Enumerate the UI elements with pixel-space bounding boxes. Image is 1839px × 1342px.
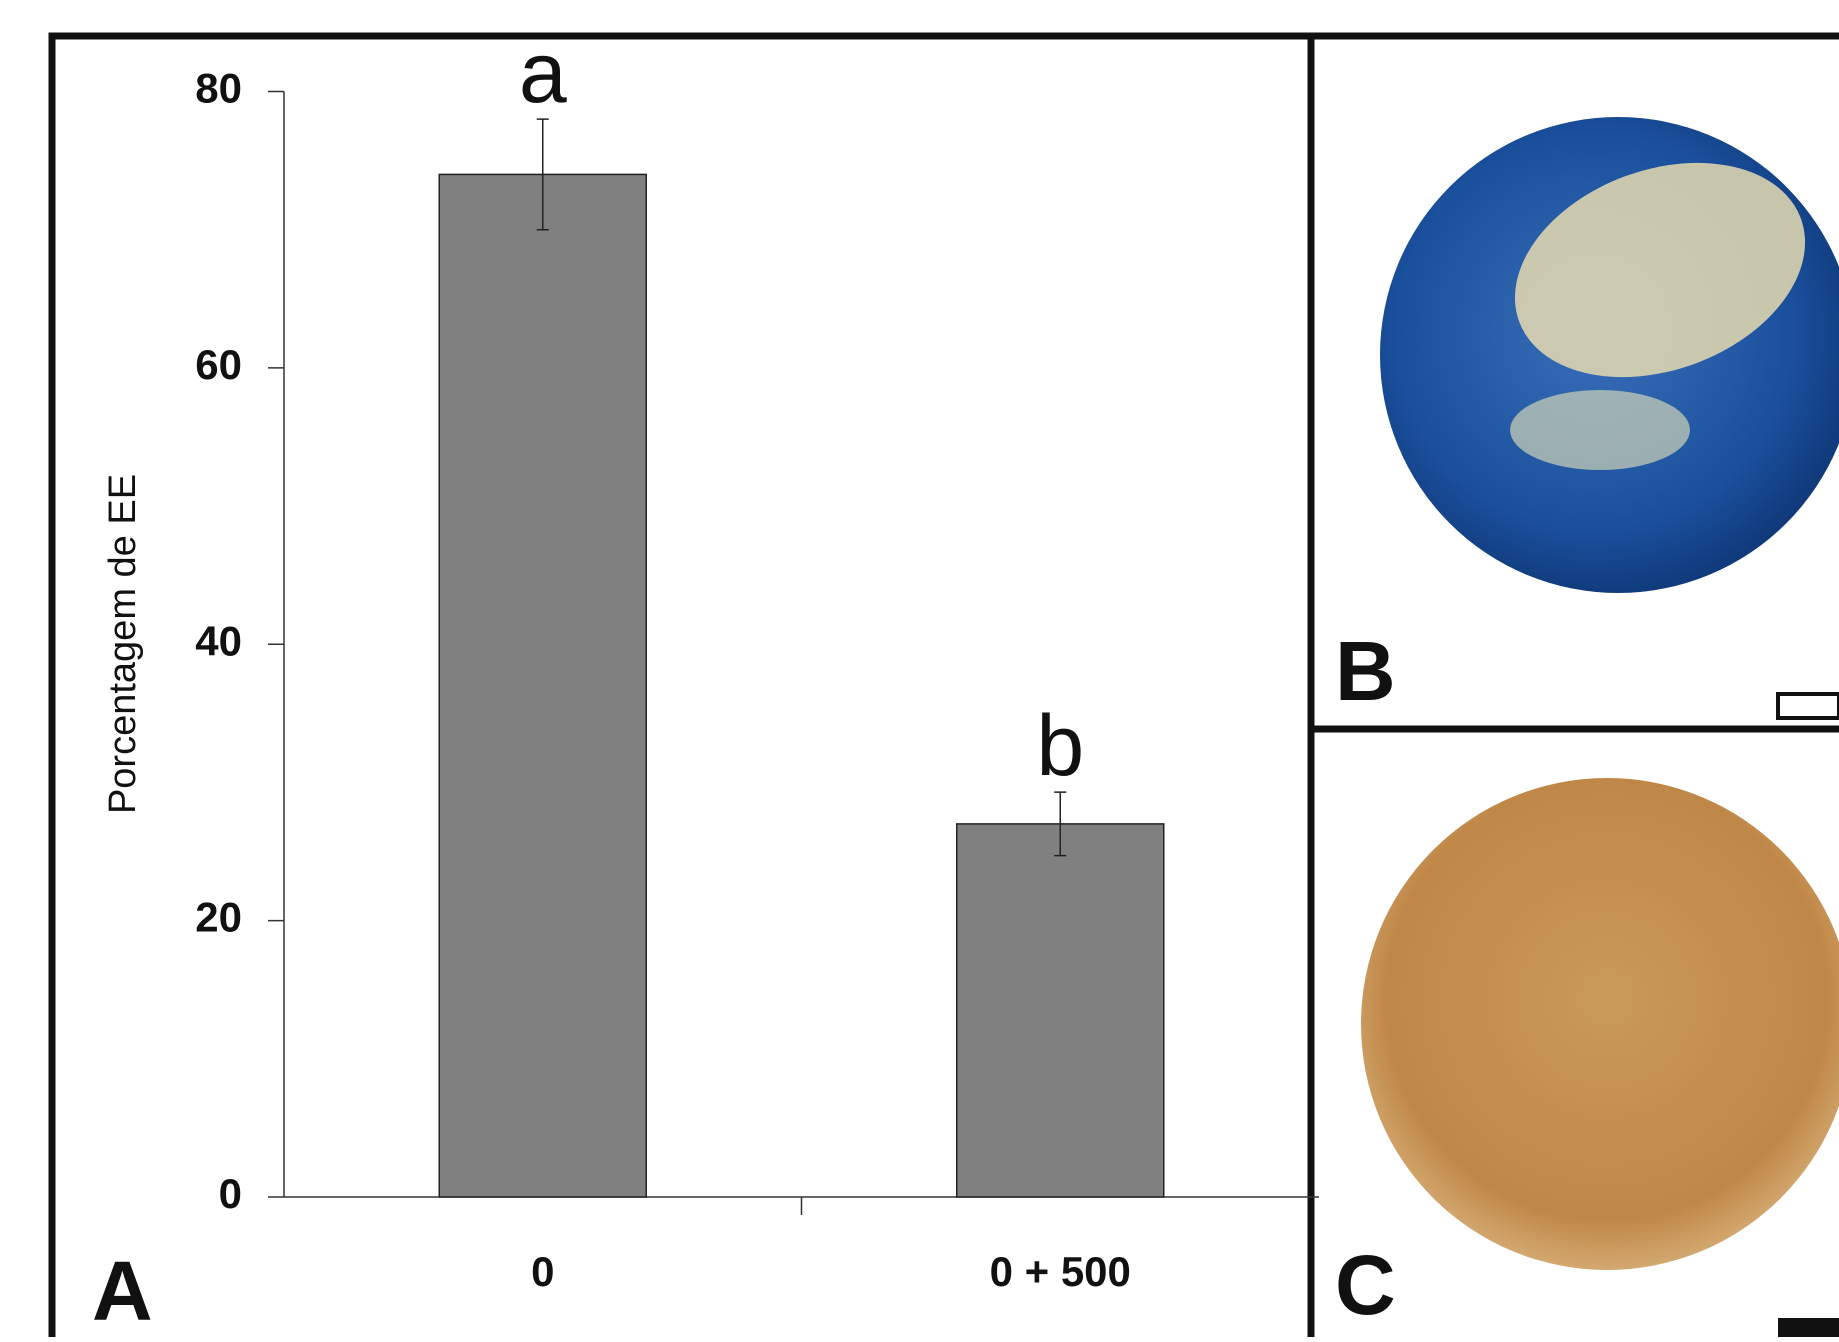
bar — [957, 824, 1164, 1197]
significance-letter: a — [519, 25, 567, 121]
photo-c — [1361, 778, 1839, 1270]
significance-letter: b — [1036, 698, 1084, 794]
panel-label: A — [92, 1244, 153, 1337]
scale-bar — [1778, 694, 1839, 718]
page: {"chart_data": {"type": "bar", "y_label"… — [0, 0, 1839, 1337]
photo-b-spot — [1510, 390, 1690, 470]
panel-label: B — [1335, 624, 1396, 718]
scale-bar — [1778, 1318, 1839, 1337]
y-axis-label: Porcentagem de EE — [102, 474, 144, 814]
x-tick-label: 0 + 500 — [990, 1248, 1131, 1295]
y-tick-label: 60 — [195, 341, 242, 388]
y-tick-label: 80 — [195, 65, 242, 112]
y-tick-label: 0 — [219, 1170, 242, 1217]
panel-label: C — [1335, 1238, 1396, 1332]
figure: B C A Porcentagem de EE 0 20 40 60 80 0 a 0 + 5… — [0, 0, 1839, 1337]
y-tick-label: 20 — [195, 894, 242, 941]
x-tick-label: 0 — [531, 1248, 554, 1295]
y-tick-label: 40 — [195, 617, 242, 664]
bar — [439, 174, 646, 1197]
